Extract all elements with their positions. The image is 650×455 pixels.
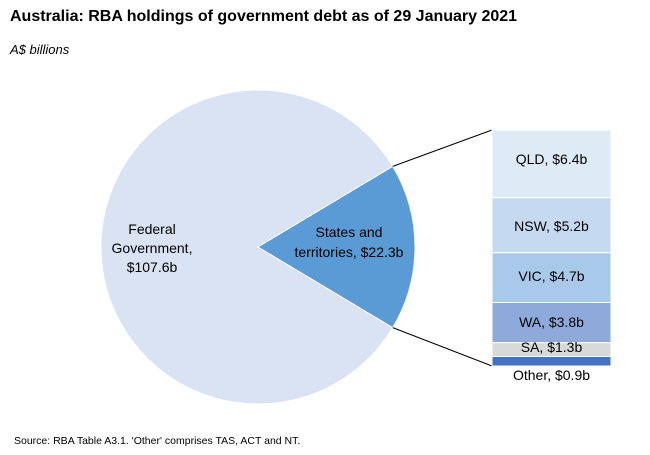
chart-subtitle: A$ billions	[10, 42, 70, 57]
label-layer: Federal Government, $107.6b States and terri…	[112, 151, 591, 383]
pie-slice-federal	[100, 89, 394, 405]
connector-top	[392, 129, 493, 167]
bar-segment-1	[491, 197, 612, 254]
bar-label-5: Other, $0.9b	[513, 367, 590, 383]
bar-segment-5	[491, 355, 612, 367]
bar-segment-3	[491, 302, 612, 344]
bar-label-3: WA, $3.8b	[519, 314, 584, 330]
chart-title: Australia: RBA holdings of government de…	[10, 8, 518, 25]
bar-label-1: NSW, $5.2b	[514, 218, 589, 234]
source-note: Source: RBA Table A3.1. 'Other' comprise…	[14, 435, 301, 447]
pie-label-federal: Federal Government, $107.6b	[112, 221, 193, 275]
breakdown-bar-layer	[491, 129, 612, 367]
bar-label-4: SA, $1.3b	[521, 339, 583, 355]
pie-slice-states	[257, 165, 416, 329]
bar-label-2: VIC, $4.7b	[518, 268, 584, 284]
bar-segment-0	[491, 129, 612, 199]
bar-label-0: QLD, $6.4b	[516, 151, 588, 167]
connector-layer	[392, 129, 493, 367]
pie-layer	[100, 89, 416, 405]
connector-bottom	[392, 327, 493, 367]
pie-label-states: States and territories, $22.3b	[295, 224, 404, 260]
